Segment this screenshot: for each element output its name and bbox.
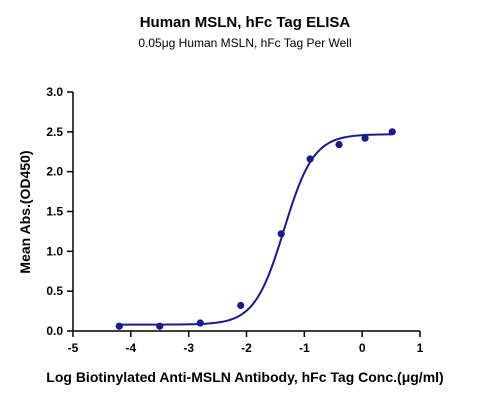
data-point [388, 128, 396, 136]
x-tick-label: -1 [299, 341, 310, 355]
y-tick-label: 0.0 [46, 324, 63, 338]
y-tick-label: 0.5 [46, 284, 63, 298]
x-axis-ticks: -5 -4 -3 -2 -1 0 1 [68, 331, 424, 355]
y-tick-label: 3.0 [46, 85, 63, 99]
data-point [361, 134, 369, 142]
axes [72, 92, 420, 332]
fit-curve [119, 133, 393, 326]
data-point [335, 140, 343, 149]
data-point [115, 322, 123, 330]
chart-title: Human MSLN, hFc Tag ELISA [140, 14, 351, 31]
y-tick-label: 1.5 [46, 205, 63, 219]
x-tick-label: -5 [68, 341, 79, 355]
x-tick-label: 0 [359, 341, 366, 355]
data-points [115, 128, 396, 330]
y-tick-label: 2.0 [46, 165, 63, 179]
x-tick-label: -2 [241, 341, 252, 355]
y-tick-label: 1.0 [46, 244, 63, 258]
x-tick-label: 1 [417, 341, 424, 355]
chart-subtitle: 0.05μg Human MSLN, hFc Tag Per Well [138, 36, 351, 50]
data-point [196, 319, 204, 327]
y-tick-label: 2.5 [46, 125, 63, 139]
y-axis-ticks: 0.0 0.5 1.0 1.5 2.0 2.5 3.0 [46, 85, 73, 338]
y-axis-label: Mean Abs.(OD450) [17, 150, 33, 273]
data-point [237, 301, 245, 310]
data-point [306, 155, 314, 163]
data-point [156, 322, 164, 330]
x-tick-label: -4 [125, 341, 136, 355]
x-tick-label: -3 [183, 341, 194, 355]
data-point [277, 230, 285, 238]
x-axis-label: Log Biotinylated Anti-MSLN Antibody, hFc… [46, 369, 443, 385]
